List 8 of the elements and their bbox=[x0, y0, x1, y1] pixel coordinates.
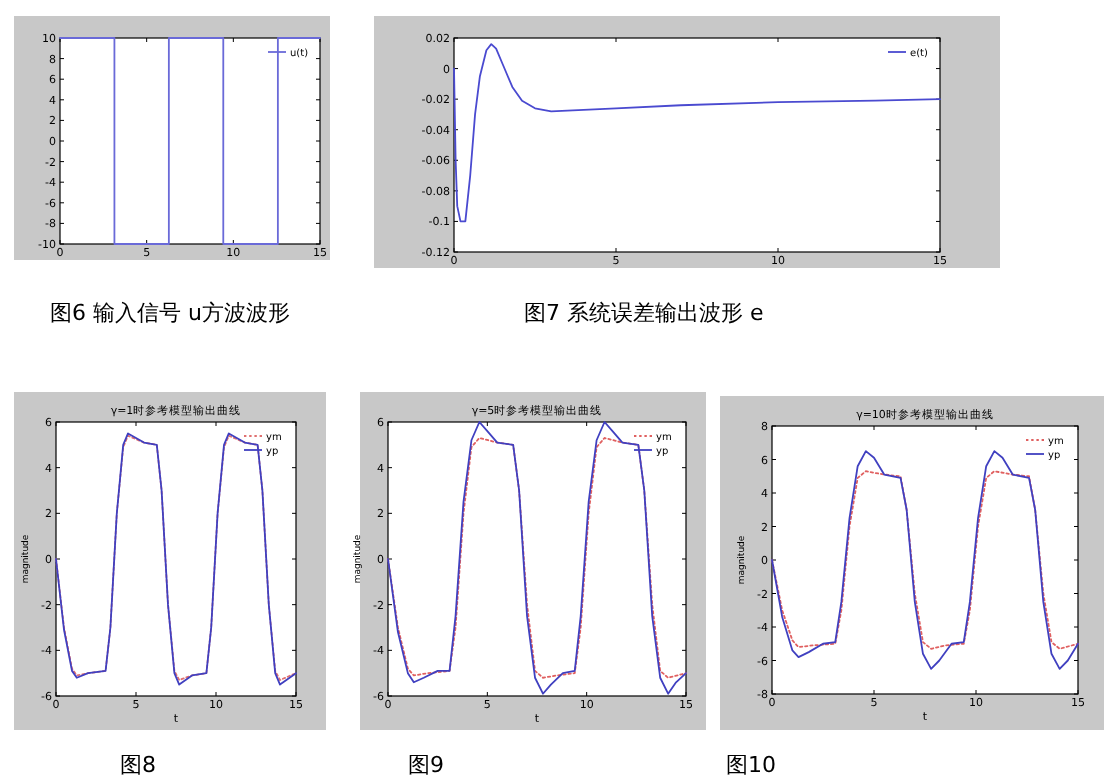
caption: 图8 bbox=[120, 752, 156, 778]
line-series bbox=[771, 470, 1079, 650]
caption: 图6 输入信号 u方波波形 bbox=[50, 300, 290, 326]
line-series bbox=[771, 450, 1079, 670]
caption: 图9 bbox=[408, 752, 444, 778]
caption: 图7 系统误差输出波形 e bbox=[524, 300, 764, 326]
line-series bbox=[453, 43, 941, 223]
caption: 图10 bbox=[726, 752, 776, 778]
